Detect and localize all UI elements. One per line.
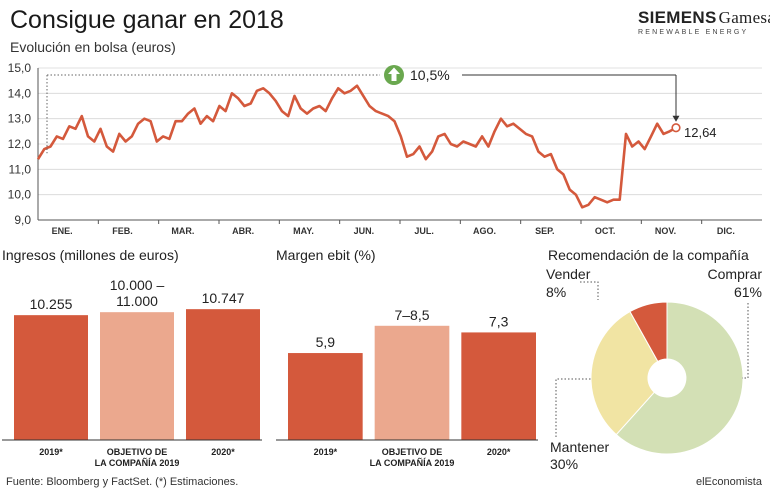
bar-chart-title: Margen ebit (%): [276, 247, 376, 263]
x-tick-label: JUN.: [354, 226, 375, 236]
bar-category-label: LA COMPAÑÍA 2019: [370, 458, 455, 468]
y-tick-label: 11,0: [9, 162, 32, 176]
y-tick-label: 9,0: [14, 213, 31, 227]
leader-line-buy: [742, 303, 749, 379]
bar: [288, 353, 363, 440]
pie-value-sell: 8%: [546, 284, 566, 300]
recommendation-pie-chart: Recomendación de la compañía Comprar 61% Ve…: [546, 247, 762, 472]
bar-value-label: 7–8,5: [394, 307, 429, 323]
x-tick-label: NOV.: [655, 226, 676, 236]
brand-name-2: Gamesa: [718, 8, 770, 27]
x-tick-label: MAR.: [171, 226, 194, 236]
x-tick-label: AGO.: [473, 226, 496, 236]
y-tick-label: 13,0: [8, 112, 32, 126]
x-tick-label: OCT.: [595, 226, 616, 236]
bar-value-label: 10.000 –: [110, 277, 165, 293]
pie-label-buy: Comprar: [708, 266, 763, 282]
bar: [461, 332, 536, 440]
bar-category-label: 2019*: [39, 447, 63, 457]
leader-line-hold: [555, 378, 592, 437]
x-tick-label: FEB.: [112, 226, 133, 236]
revenue-bar-chart: Ingresos (millones de euros) 10.255 2019* 1…: [2, 247, 262, 468]
pie-label-sell: Vender: [546, 266, 591, 282]
bar-value-label: 10.255: [30, 296, 73, 312]
bar-category-label: 2019*: [314, 447, 338, 457]
brand-logo: SIEMENS Gamesa RENEWABLE ENERGY: [638, 8, 770, 36]
brand-name: SIEMENS: [638, 8, 717, 27]
source-note: Fuente: Bloomberg y FactSet. (*) Estimac…: [6, 476, 239, 488]
page-title: Consigue ganar en 2018: [10, 6, 284, 34]
x-tick-label: DIC.: [717, 226, 735, 236]
y-tick-label: 14,0: [8, 86, 32, 100]
stock-line-chart: 15,0 14,0 13,0 12,0 11,0 10,0 9,0 ENE. FEB. MAR. A…: [8, 61, 762, 236]
change-percent-label: 10,5%: [410, 67, 450, 83]
arrow-head-icon: [672, 115, 680, 122]
publisher-name: elEconomista: [695, 476, 762, 488]
bar: [14, 315, 88, 440]
bar-category-label: 2020*: [487, 447, 511, 457]
bar: [186, 309, 260, 440]
pie-label-hold: Mantener: [550, 439, 609, 455]
chart-subtitle: Evolución en bolsa (euros): [10, 39, 176, 55]
pie-slice: [590, 310, 659, 436]
pie-value-buy: 61%: [734, 284, 762, 300]
brand-tagline: RENEWABLE ENERGY: [638, 29, 749, 36]
arrow-up-glyph: [388, 67, 400, 81]
bar-value-label: 7,3: [489, 313, 509, 329]
bar-category-label: OBJETIVO DE: [107, 447, 168, 457]
last-point-marker: [671, 123, 681, 133]
y-tick-label: 12,0: [8, 137, 32, 151]
x-tick-label: JUL.: [414, 226, 434, 236]
x-tick-label: ENE.: [52, 226, 73, 236]
x-tick-label: SEP.: [535, 226, 554, 236]
stock-price-line: [36, 84, 677, 209]
bar-category-label: OBJETIVO DE: [382, 447, 443, 457]
y-tick-label: 10,0: [8, 188, 32, 202]
pie-slice: [629, 301, 668, 363]
pie-slice: [615, 301, 744, 455]
bar-value-label: 10.747: [202, 290, 245, 306]
pie-value-hold: 30%: [550, 456, 578, 472]
leader-line-sell: [580, 281, 599, 300]
ebit-bar-chart: Margen ebit (%) 5,9 2019* 7–8,5 OBJETIVO DEL…: [276, 247, 538, 468]
bar-chart-title: Ingresos (millones de euros): [2, 247, 179, 263]
bar-category-label: LA COMPAÑÍA 2019: [95, 458, 180, 468]
x-tick-label: MAY.: [293, 226, 314, 236]
x-tick-label: ABR.: [232, 226, 254, 236]
bar: [100, 312, 174, 440]
bar-category-label: 2020*: [211, 447, 235, 457]
last-value-label: 12,64: [684, 125, 717, 140]
bar-value-label: 11.000: [116, 293, 158, 309]
bar: [374, 325, 450, 440]
pie-chart-title: Recomendación de la compañía: [548, 247, 749, 263]
bar-value-label: 5,9: [316, 334, 336, 350]
y-tick-label: 15,0: [8, 61, 32, 75]
